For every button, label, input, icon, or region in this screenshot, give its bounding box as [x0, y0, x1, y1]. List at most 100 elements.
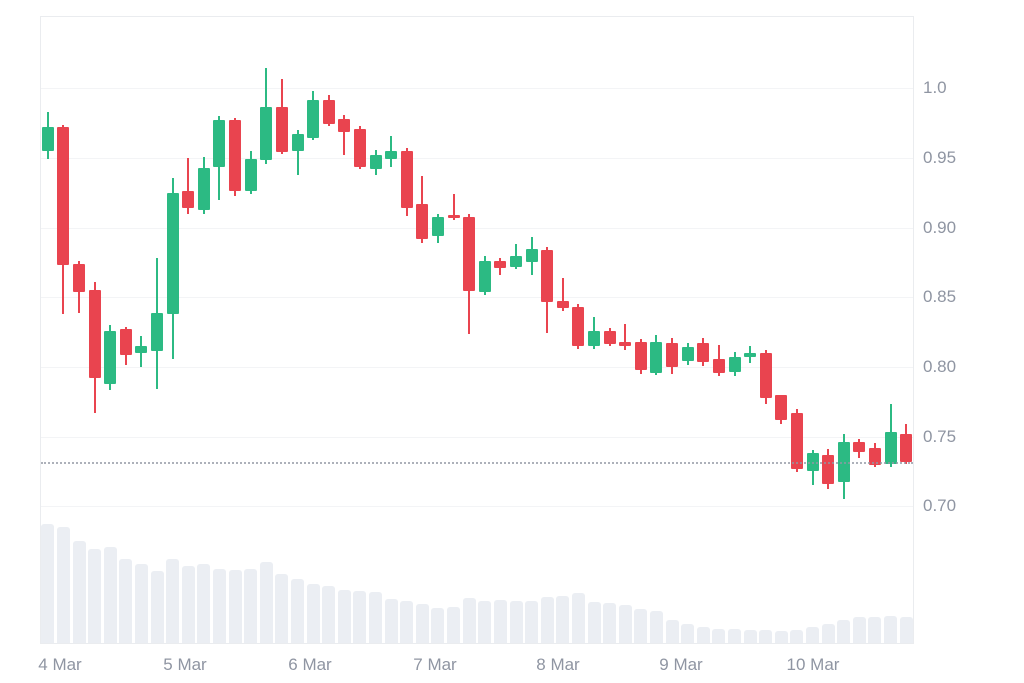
- candle-down: [619, 342, 631, 346]
- volume-bar: [431, 608, 444, 644]
- x-axis-label: 5 Mar: [163, 655, 207, 674]
- candle-down: [57, 127, 69, 265]
- candle-up: [167, 193, 179, 314]
- gridline: [41, 297, 913, 298]
- x-axis-label: 9 Mar: [659, 655, 703, 674]
- volume-bar: [260, 562, 273, 644]
- volume-bar: [463, 598, 476, 644]
- volume-bar: [88, 549, 101, 644]
- volume-bar: [900, 617, 913, 644]
- y-axis-label: 0.90: [923, 218, 957, 237]
- volume-bar: [369, 592, 382, 644]
- candle-up: [135, 346, 147, 353]
- volume-bar: [541, 597, 554, 644]
- gridline: [41, 228, 913, 229]
- candle-down: [713, 359, 725, 373]
- candle-down: [697, 343, 709, 362]
- chart-plot-area[interactable]: [40, 16, 914, 644]
- candle-up: [650, 342, 662, 373]
- volume-bar: [868, 617, 881, 644]
- volume-bar: [572, 593, 585, 644]
- candle-down: [338, 119, 350, 132]
- candle-up: [245, 159, 257, 191]
- volume-bar: [588, 602, 601, 644]
- volume-bar: [634, 609, 647, 644]
- candle-down: [666, 343, 678, 367]
- volume-bar: [338, 590, 351, 644]
- gridline: [41, 158, 913, 159]
- volume-bar: [119, 559, 132, 644]
- candle-up: [885, 432, 897, 464]
- candle-up: [479, 261, 491, 292]
- y-axis-label: 0.75: [923, 427, 957, 446]
- candle-up: [385, 151, 397, 159]
- candle-up: [213, 120, 225, 167]
- candle-up: [104, 331, 116, 384]
- volume-bar: [229, 570, 242, 644]
- volume-bar: [494, 600, 507, 644]
- volume-bar: [853, 617, 866, 644]
- candle-down: [604, 331, 616, 344]
- y-axis-label: 0.85: [923, 287, 957, 306]
- candle-wick: [187, 158, 189, 214]
- gridline: [41, 506, 913, 507]
- volume-bar: [322, 586, 335, 644]
- candle-down: [635, 342, 647, 370]
- volume-bar: [837, 620, 850, 644]
- candle-up: [526, 249, 538, 262]
- candle-up: [292, 134, 304, 151]
- gridline: [41, 367, 913, 368]
- candle-down: [448, 215, 460, 218]
- candle-down: [229, 120, 241, 191]
- volume-bar: [182, 566, 195, 644]
- volume-bar: [244, 569, 257, 644]
- candle-down: [541, 250, 553, 302]
- volume-bar: [73, 541, 86, 644]
- candle-down: [463, 217, 475, 291]
- volume-bar: [619, 605, 632, 644]
- volume-bar: [478, 601, 491, 644]
- candle-wick: [297, 130, 299, 175]
- volume-bar: [681, 624, 694, 644]
- candle-up: [260, 107, 272, 160]
- candle-up: [307, 100, 319, 138]
- candle-down: [73, 264, 85, 292]
- volume-bar: [166, 559, 179, 644]
- candle-down: [416, 204, 428, 239]
- volume-bar: [57, 527, 70, 644]
- candle-wick: [453, 194, 455, 220]
- candle-up: [432, 217, 444, 236]
- candle-down: [494, 261, 506, 268]
- volume-bar: [291, 579, 304, 644]
- candle-down: [182, 191, 194, 208]
- volume-bar: [135, 564, 148, 644]
- candle-down: [276, 107, 288, 152]
- volume-bar: [447, 607, 460, 644]
- y-axis-label: 0.80: [923, 357, 957, 376]
- x-axis-label: 7 Mar: [413, 655, 457, 674]
- candle-down: [869, 448, 881, 465]
- candle-up: [151, 313, 163, 351]
- candle-wick: [562, 278, 564, 311]
- x-axis-label: 8 Mar: [536, 655, 580, 674]
- candle-down: [89, 290, 101, 378]
- candle-up: [198, 168, 210, 210]
- candle-down: [900, 434, 912, 462]
- x-axis-label: 4 Mar: [38, 655, 82, 674]
- candle-up: [729, 357, 741, 372]
- candle-down: [323, 100, 335, 124]
- candle-down: [354, 129, 366, 167]
- candle-down: [760, 353, 772, 398]
- volume-bar: [666, 620, 679, 644]
- volume-bar: [790, 630, 803, 644]
- candle-down: [120, 329, 132, 355]
- volume-bar: [416, 604, 429, 644]
- volume-bar: [525, 601, 538, 644]
- volume-bar: [275, 574, 288, 644]
- x-axis-label: 10 Mar: [786, 655, 840, 674]
- volume-bar: [510, 601, 523, 644]
- volume-bar: [104, 547, 117, 644]
- volume-bar: [213, 569, 226, 644]
- candle-down: [572, 307, 584, 346]
